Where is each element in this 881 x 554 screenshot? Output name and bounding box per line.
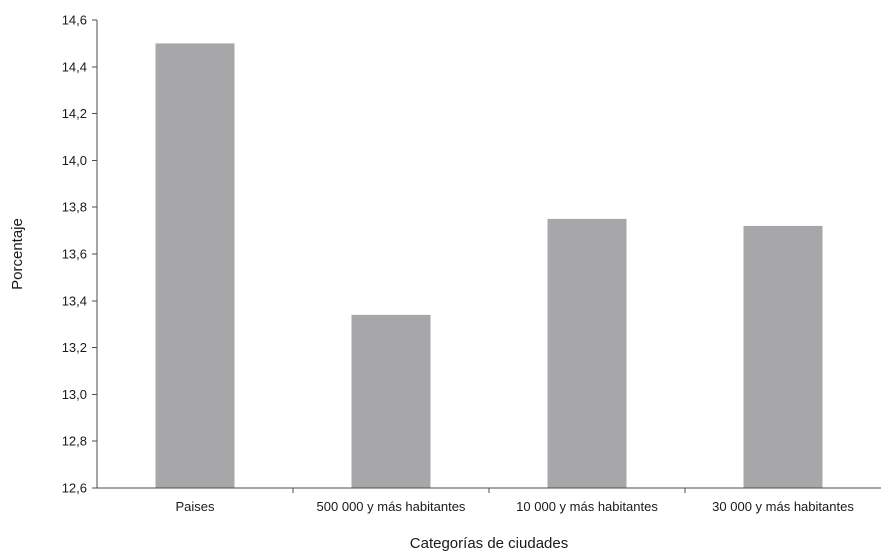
x-tick-label: 10 000 y más habitantes — [516, 499, 658, 514]
y-tick-label: 13,4 — [62, 293, 87, 308]
x-axis: Paises 500 000 y más habitantes 10 000 y m… — [97, 487, 881, 514]
y-tick-label: 14,6 — [62, 13, 87, 28]
bar-1 — [155, 43, 235, 489]
x-tick-label: Paises — [175, 499, 215, 514]
bars-group — [155, 43, 823, 489]
y-tick-label: 14,0 — [62, 153, 87, 168]
y-axis: 12,6 12,8 13,0 13,2 13,4 13,6 13,8 14,0 14,2 14,4… — [62, 13, 98, 496]
x-tick-label: 30 000 y más habitantes — [712, 499, 854, 514]
y-tick-label: 13,0 — [62, 387, 87, 402]
y-tick-label: 13,8 — [62, 200, 87, 215]
y-tick-label: 12,6 — [62, 481, 87, 496]
bar-2 — [351, 314, 431, 488]
x-tick-label: 500 000 y más habitantes — [317, 499, 466, 514]
y-tick-label: 13,2 — [62, 340, 87, 355]
y-tick-label: 14,2 — [62, 106, 87, 121]
y-tick-label: 13,6 — [62, 247, 87, 262]
y-tick-label: 12,8 — [62, 434, 87, 449]
y-tick-label: 14,4 — [62, 59, 87, 74]
x-axis-title: Categorías de ciudades — [410, 535, 568, 552]
y-axis-title: Porcentaje — [9, 218, 26, 290]
bar-3 — [547, 218, 627, 488]
bar-4 — [743, 225, 823, 489]
